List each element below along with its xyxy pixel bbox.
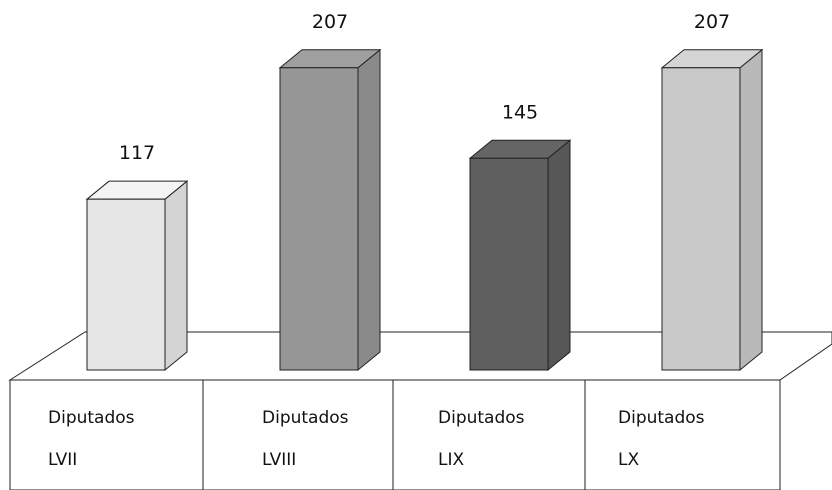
category-label: Diputados LX [618,408,705,470]
category-label: Diputados LIX [438,408,525,470]
value-label: 207 [694,11,730,33]
value-label: 117 [119,142,155,164]
value-label: 207 [312,11,348,33]
bar [279,67,359,371]
bar [661,67,741,371]
bar-side [357,48,381,372]
value-label: 145 [502,101,538,123]
bar-side [547,139,571,372]
bar [86,198,166,371]
category-label: Diputados LVII [48,408,135,470]
bar [469,157,549,371]
bar-side [164,180,188,372]
bar-side [739,48,763,372]
category-table [9,379,781,490]
category-label: Diputados LVIII [262,408,349,470]
